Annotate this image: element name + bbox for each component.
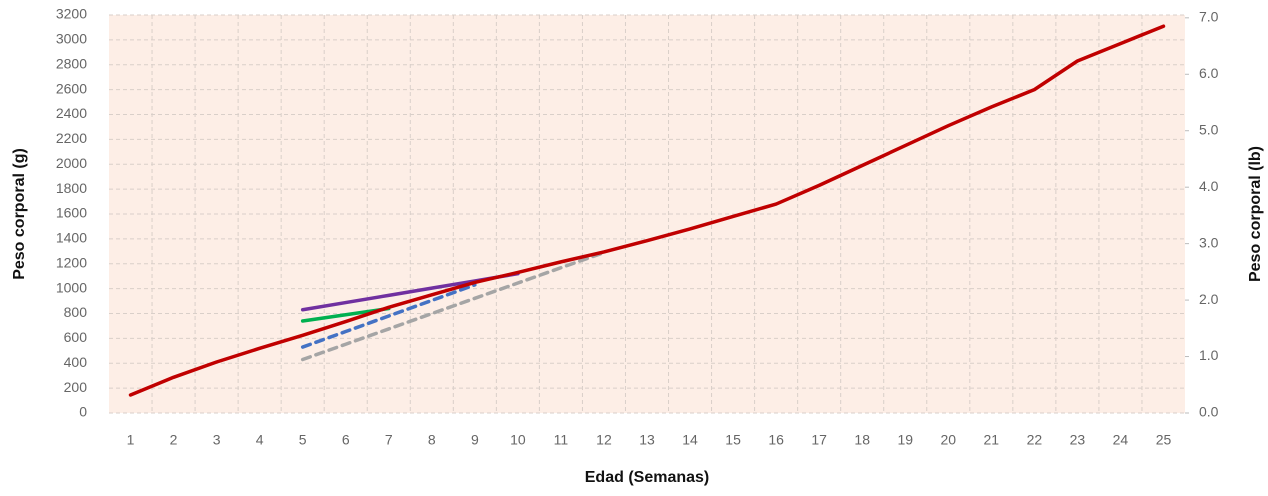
y2-tick-label: 2.0 xyxy=(1199,291,1219,307)
x-tick-label: 4 xyxy=(256,432,264,448)
y-tick-label: 2600 xyxy=(56,80,87,96)
y-tick-label: 200 xyxy=(64,379,88,395)
x-tick-label: 23 xyxy=(1070,432,1086,448)
x-tick-label: 15 xyxy=(725,432,741,448)
y2-tick-label: 5.0 xyxy=(1199,121,1219,137)
y-tick-label: 1200 xyxy=(56,254,87,270)
x-tick-label: 3 xyxy=(213,432,221,448)
x-tick-label: 1 xyxy=(127,432,135,448)
x-tick-label: 22 xyxy=(1027,432,1043,448)
y-tick-label: 0 xyxy=(79,404,87,420)
y2-tick-label: 0.0 xyxy=(1199,404,1219,420)
y2-tick-label: 6.0 xyxy=(1199,65,1219,81)
series-line xyxy=(300,283,477,349)
y2-tick-label: 4.0 xyxy=(1199,178,1219,194)
y-tick-label: 800 xyxy=(64,304,88,320)
y-tick-label: 1600 xyxy=(56,205,87,221)
x-tick-label: 21 xyxy=(984,432,1000,448)
y-tick-label: 3200 xyxy=(56,6,87,22)
series-line xyxy=(128,24,1166,397)
y-tick-label: 2200 xyxy=(56,130,87,146)
y-tick-label: 1000 xyxy=(56,279,87,295)
x-tick-label: 18 xyxy=(854,432,870,448)
x-tick-label: 7 xyxy=(385,432,393,448)
x-tick-label: 9 xyxy=(471,432,479,448)
x-tick-label: 12 xyxy=(596,432,612,448)
x-tick-label: 17 xyxy=(811,432,827,448)
y-tick-label: 2000 xyxy=(56,155,87,171)
y-tick-label: 400 xyxy=(64,354,88,370)
y-tick-label: 2800 xyxy=(56,55,87,71)
x-tick-label: 16 xyxy=(768,432,784,448)
x-tick-label: 13 xyxy=(639,432,655,448)
y2-axis-title: Peso corporal (lb) xyxy=(1247,146,1264,282)
y-axis-title: Peso corporal (g) xyxy=(11,148,28,280)
series-line xyxy=(300,250,606,362)
x-tick-label: 2 xyxy=(170,432,178,448)
y2-tick-label: 3.0 xyxy=(1199,234,1219,250)
y-tick-label: 2400 xyxy=(56,105,87,121)
x-tick-label: 20 xyxy=(940,432,956,448)
y2-tick-label: 7.0 xyxy=(1199,9,1219,25)
x-tick-label: 11 xyxy=(554,432,569,448)
x-tick-label: 24 xyxy=(1113,432,1129,448)
x-tick-label: 19 xyxy=(897,432,913,448)
x-tick-label: 8 xyxy=(428,432,436,448)
y-tick-label: 3000 xyxy=(56,31,87,47)
x-tick-label: 10 xyxy=(510,432,526,448)
y2-tick-label: 1.0 xyxy=(1199,347,1219,363)
x-axis-title: Edad (Semanas) xyxy=(585,469,709,486)
x-tick-label: 14 xyxy=(682,432,698,448)
y-tick-label: 1800 xyxy=(56,180,87,196)
y-tick-label: 1400 xyxy=(56,230,87,246)
x-tick-label: 5 xyxy=(299,432,307,448)
x-tick-label: 25 xyxy=(1156,432,1172,448)
y-tick-label: 600 xyxy=(64,329,88,345)
x-tick-label: 6 xyxy=(342,432,350,448)
